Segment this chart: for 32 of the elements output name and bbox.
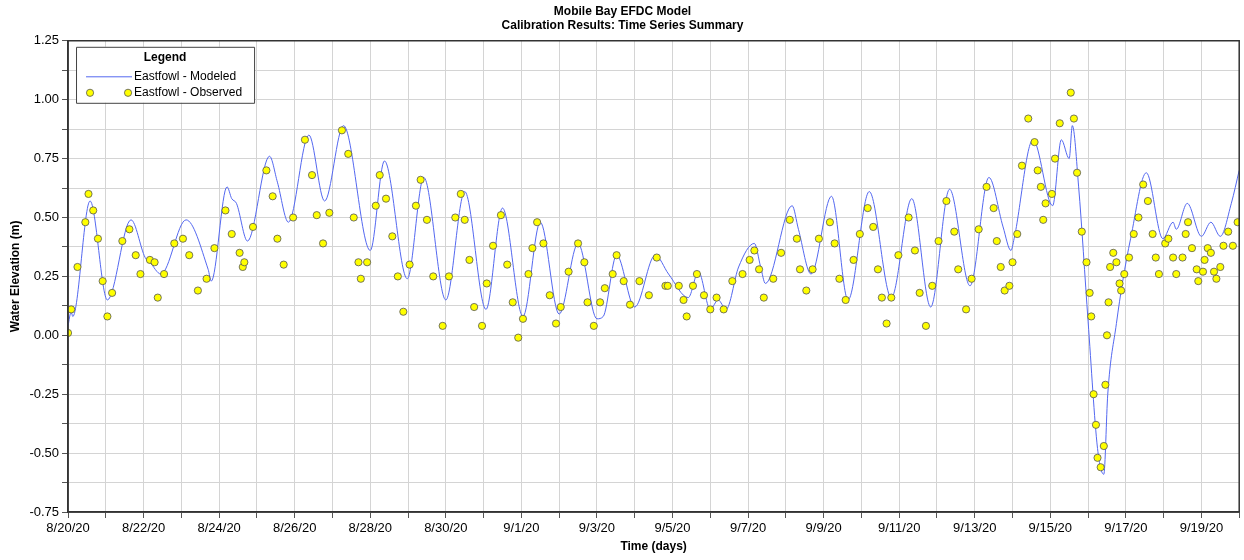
chart-title: Mobile Bay EFDC Model xyxy=(553,3,692,18)
x-tick-label: 8/20/20 xyxy=(46,520,90,536)
y-tick-label: 0.75 xyxy=(33,150,60,166)
legend-title: Legend xyxy=(143,50,187,65)
x-tick-label: 9/7/20 xyxy=(729,520,767,536)
x-tick-label: 8/24/20 xyxy=(197,520,241,536)
x-tick-label: 9/9/20 xyxy=(805,520,842,536)
y-tick-label: -0.25 xyxy=(29,385,60,401)
x-tick-label: 9/17/20 xyxy=(1104,520,1148,536)
y-tick-label: 1.25 xyxy=(33,32,60,48)
y-tick-label: -0.75 xyxy=(29,503,60,519)
x-tick-label: 9/3/20 xyxy=(578,520,616,536)
x-tick-label: 9/1/20 xyxy=(503,520,540,536)
x-tick-label: 9/11/20 xyxy=(877,520,921,536)
y-tick-label: 0.50 xyxy=(33,209,60,225)
x-tick-label: 8/30/20 xyxy=(424,520,468,536)
y-tick-label: 1.00 xyxy=(33,91,60,107)
x-tick-label: 8/22/20 xyxy=(121,520,166,536)
x-tick-label: 8/28/20 xyxy=(348,520,392,536)
x-tick-label: 9/15/20 xyxy=(1028,520,1072,536)
x-tick-label: 9/19/20 xyxy=(1179,520,1224,536)
x-tick-label: 9/5/20 xyxy=(654,520,691,536)
chart-subtitle: Calibration Results: Time Series Summary xyxy=(501,17,744,32)
legend-label: Eastfowl - Modeled xyxy=(134,69,237,84)
legend-label: Eastfowl - Observed xyxy=(134,85,243,100)
y-axis-title: Water Elevation (m) xyxy=(7,220,22,333)
y-tick-label: 0.25 xyxy=(33,267,60,283)
y-tick-label: 0.00 xyxy=(33,326,60,342)
y-tick-label: -0.50 xyxy=(29,444,60,460)
x-tick-label: 9/13/20 xyxy=(953,520,997,536)
x-axis-title: Time (days) xyxy=(620,539,687,554)
x-tick-label: 8/26/20 xyxy=(273,520,317,536)
